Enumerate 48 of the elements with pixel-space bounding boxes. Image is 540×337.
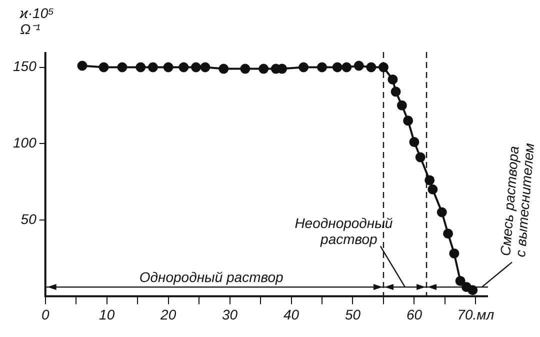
y-axis-title: ϰ·10⁵ Ω⁻¹ <box>19 5 54 37</box>
point <box>366 62 376 72</box>
point <box>298 62 309 72</box>
point <box>277 64 288 74</box>
point <box>332 62 342 72</box>
y-tick-label: 50 <box>20 210 37 227</box>
point <box>449 248 460 258</box>
point <box>190 62 201 72</box>
y-tick-label: 150 <box>13 58 37 74</box>
annotation: Смесь раствора с вытеснителем <box>497 142 538 258</box>
annotation: Однородный раствор <box>139 269 284 286</box>
x-tick-label: 30 <box>222 306 238 322</box>
point <box>388 74 398 84</box>
point <box>117 62 128 72</box>
point <box>178 62 189 72</box>
point <box>424 175 435 186</box>
point <box>317 62 328 72</box>
point <box>354 60 364 71</box>
point <box>403 116 414 126</box>
point <box>218 64 229 74</box>
point <box>200 62 210 72</box>
point <box>258 64 269 74</box>
x-tick-label: 10 <box>99 306 115 322</box>
point <box>455 276 466 286</box>
point <box>396 100 407 110</box>
annotation: Неоднородный раствор <box>294 215 393 248</box>
point <box>163 62 174 72</box>
point <box>415 152 426 162</box>
point <box>468 285 478 296</box>
x-tick-label: 40 <box>283 306 300 322</box>
y-tick-label: 100 <box>13 134 37 150</box>
x-tick-label: 70.мл <box>457 306 494 322</box>
point <box>428 184 438 194</box>
x-tick-label: 20 <box>160 306 176 322</box>
point <box>436 207 447 218</box>
x-tick-label: 0 <box>41 306 50 322</box>
point <box>148 62 158 72</box>
point <box>98 62 109 72</box>
point <box>342 62 352 72</box>
point <box>136 62 146 72</box>
point <box>77 60 88 71</box>
point <box>443 228 454 239</box>
x-tick-label: 60 <box>406 306 422 322</box>
point <box>409 137 420 148</box>
point <box>378 62 388 72</box>
x-tick-label: 50 <box>344 306 361 322</box>
point <box>240 64 250 74</box>
point <box>390 86 401 97</box>
